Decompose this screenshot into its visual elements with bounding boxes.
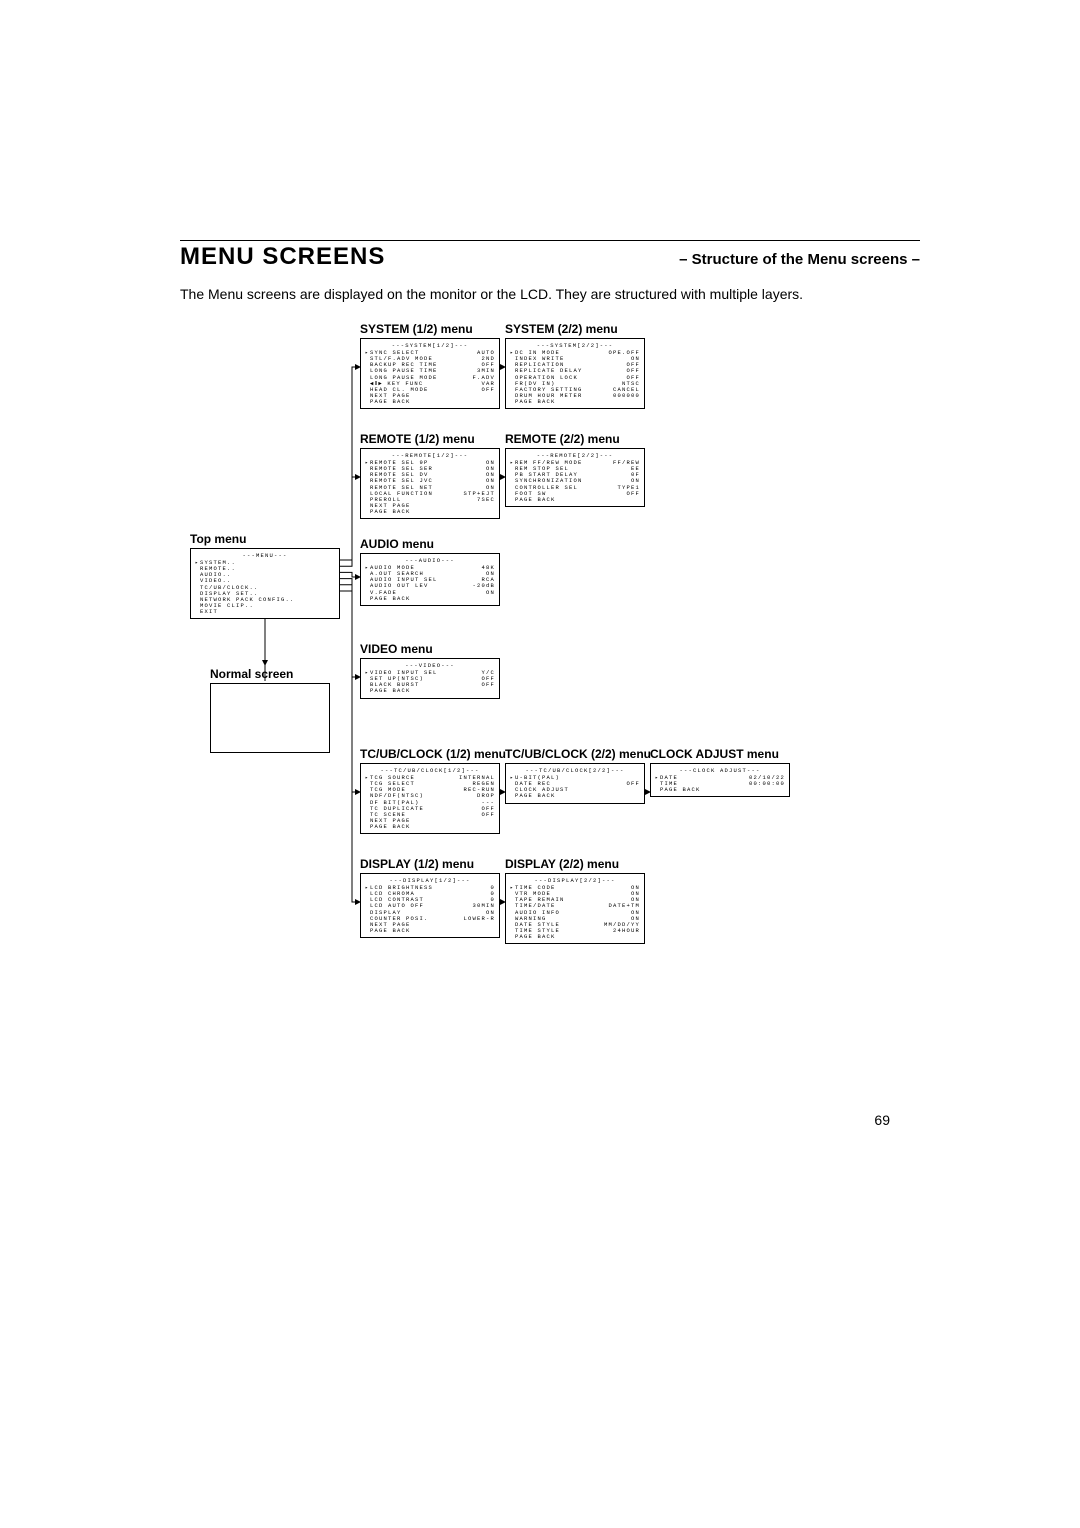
menu-block-system2: SYSTEM (2/2) menu ---SYSTEM[2/2]---DC IN … [505,322,645,409]
menu-item-value: OFF [626,781,640,787]
menu-header: ---TC/UB/CLOCK[1/2]--- [365,767,495,774]
menu-item-key: PAGE BACK [510,793,556,799]
menu-box: ---AUDIO---AUDIO MODE48KA.OUT SEARCHONAU… [360,553,500,606]
page-title: MENU SCREENS [180,243,385,271]
menu-block-tcub2: TC/UB/CLOCK (2/2) menu ---TC/UB/CLOCK[2/2… [505,747,651,804]
title-row: MENU SCREENS – Structure of the Menu scr… [180,240,920,271]
menu-block-video: VIDEO menu ---VIDEO---VIDEO INPUT SELY/CS… [360,642,500,699]
menu-row: PAGE BACK [510,497,640,503]
menu-header: ---REMOTE[2/2]--- [510,452,640,459]
menu-item-value: 24HOUR [613,928,640,934]
menu-box: ---DISPLAY[2/2]---TIME CODEONVTR MODEONT… [505,873,645,944]
menu-item-value: 00:00:00 [749,781,785,787]
menu-item-value: OFF [481,387,495,393]
menu-item-key: PAGE BACK [510,497,556,503]
menu-header: ---CLOCK ADJUST--- [655,767,785,774]
menu-row: PAGE BACK [365,509,495,515]
menu-row: PAGE BACK [365,688,495,694]
menu-header: ---MENU--- [195,552,335,559]
menu-box: ---DISPLAY[1/2]---LCD BRIGHTNESS0LCD CHR… [360,873,500,938]
menu-item-key: PAGE BACK [510,399,556,405]
menu-item-key: PAGE BACK [510,934,556,940]
menu-block-remote2: REMOTE (2/2) menu ---REMOTE[2/2]---REM FF… [505,432,645,507]
menu-item-value: LOWER-R [463,916,495,922]
menu-item-key: PAGE BACK [365,399,411,405]
menu-header: ---DISPLAY[2/2]--- [510,877,640,884]
menu-header: ---TC/UB/CLOCK[2/2]--- [510,767,640,774]
menu-row: PAGE BACK [510,399,640,405]
menu-box: ---SYSTEM[1/2]---SYNC SELECTAUTOSTL/F.AD… [360,338,500,409]
menu-header: ---VIDEO--- [365,662,495,669]
menu-box: ---VIDEO---VIDEO INPUT SELY/CSET UP(NTSC… [360,658,500,699]
menu-header: ---SYSTEM[1/2]--- [365,342,495,349]
menu-box: ---TC/UB/CLOCK[2/2]---U-BIT(PAL)DATE REC… [505,763,645,804]
menu-block-display1: DISPLAY (1/2) menu ---DISPLAY[1/2]---LCD … [360,857,500,938]
menu-structure-diagram: SYSTEM (1/2) menu ---SYSTEM[1/2]---SYNC S… [180,322,920,972]
menu-label: SYSTEM (2/2) menu [505,322,645,336]
menu-block-top: Top menu ---MENU---SYSTEM..REMOTE..AUDIO.… [190,532,340,619]
menu-item-value: OFF [481,682,495,688]
menu-label: CLOCK ADJUST menu [650,747,790,761]
menu-item-value: 000000 [613,393,640,399]
menu-label: TC/UB/CLOCK (1/2) menu [360,747,506,761]
menu-box: ---REMOTE[1/2]---REMOTE SEL 9PONREMOTE S… [360,448,500,519]
menu-item-value: OFF [481,812,495,818]
menu-block-tcub1: TC/UB/CLOCK (1/2) menu ---TC/UB/CLOCK[1/2… [360,747,506,834]
menu-label: Normal screen [210,667,330,681]
menu-item-key: PAGE BACK [365,509,411,515]
page-number: 69 [874,1112,890,1128]
menu-box: ---SYSTEM[2/2]---DC IN MODEOPE.OFFINDEX … [505,338,645,409]
menu-row: PAGE BACK [365,928,495,934]
menu-item-key: PAGE BACK [365,824,411,830]
menu-item-key: EXIT [195,609,218,615]
menu-row: PAGE BACK [655,787,785,793]
menu-block-remote1: REMOTE (1/2) menu ---REMOTE[1/2]---REMOTE… [360,432,500,519]
menu-item-key: PAGE BACK [655,787,701,793]
menu-row: PAGE BACK [365,596,495,602]
menu-label: TC/UB/CLOCK (2/2) menu [505,747,651,761]
menu-header: ---SYSTEM[2/2]--- [510,342,640,349]
menu-row: PAGE BACK [510,934,640,940]
intro-text: The Menu screens are displayed on the mo… [180,285,920,304]
menu-box: ---MENU---SYSTEM..REMOTE..AUDIO..VIDEO..… [190,548,340,619]
menu-label: REMOTE (1/2) menu [360,432,500,446]
menu-block-clock: CLOCK ADJUST menu ---CLOCK ADJUST---DATE0… [650,747,790,798]
menu-label: SYSTEM (1/2) menu [360,322,500,336]
menu-block-display2: DISPLAY (2/2) menu ---DISPLAY[2/2]---TIME… [505,857,645,944]
menu-label: AUDIO menu [360,537,500,551]
menu-item-value: ON [486,590,495,596]
menu-row: PAGE BACK [510,793,640,799]
menu-row: PAGE BACK [365,399,495,405]
page-subtitle: – Structure of the Menu screens – [679,251,920,268]
menu-box: ---CLOCK ADJUST---DATE02/10/22TIME00:00:… [650,763,790,798]
menu-header: ---REMOTE[1/2]--- [365,452,495,459]
menu-header: ---AUDIO--- [365,557,495,564]
menu-box: ---TC/UB/CLOCK[1/2]---TCG SOURCEINTERNAL… [360,763,500,834]
menu-row: PAGE BACK [365,824,495,830]
menu-label: DISPLAY (1/2) menu [360,857,500,871]
menu-item-value: OFF [626,491,640,497]
normal-screen-box [210,683,330,753]
menu-block-system1: SYSTEM (1/2) menu ---SYSTEM[1/2]---SYNC S… [360,322,500,409]
menu-item-key: PAGE BACK [365,688,411,694]
menu-header: ---DISPLAY[1/2]--- [365,877,495,884]
menu-label: DISPLAY (2/2) menu [505,857,645,871]
normal-screen-block: Normal screen [210,667,330,753]
menu-label: VIDEO menu [360,642,500,656]
menu-box: ---REMOTE[2/2]---REM FF/REW MODEFF/REWRE… [505,448,645,507]
menu-label: REMOTE (2/2) menu [505,432,645,446]
menu-block-audio: AUDIO menu ---AUDIO---AUDIO MODE48KA.OUT … [360,537,500,606]
menu-item-value: 7SEC [477,497,495,503]
menu-label: Top menu [190,532,340,546]
menu-row: EXIT [195,609,335,615]
menu-item-key: PAGE BACK [365,928,411,934]
menu-item-key: PAGE BACK [365,596,411,602]
